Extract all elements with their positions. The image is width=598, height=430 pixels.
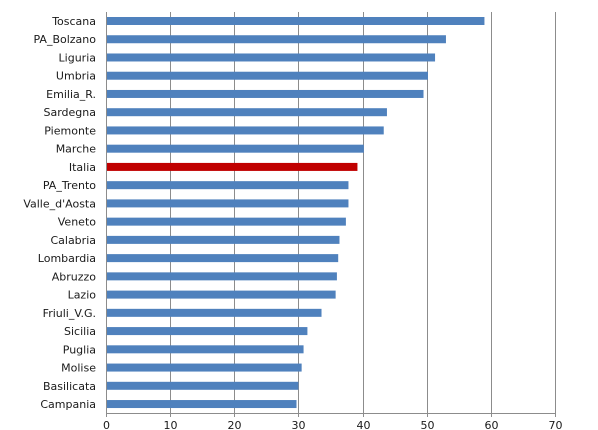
bar-sicilia xyxy=(106,327,308,336)
bar-campania xyxy=(106,400,297,409)
category-label: Marche xyxy=(56,143,97,156)
bar-umbria xyxy=(106,71,428,80)
category-label: Toscana xyxy=(51,15,96,28)
category-label: Calabria xyxy=(50,234,96,247)
category-label: Basilicata xyxy=(43,380,96,393)
bar-basilicata xyxy=(106,381,299,390)
category-label: Friuli_V.G. xyxy=(43,307,96,320)
bar-abruzzo xyxy=(106,272,337,281)
bar-pa-bolzano xyxy=(106,35,446,44)
category-label: PA_Trento xyxy=(43,179,96,192)
bars xyxy=(106,17,485,409)
bar-lombardia xyxy=(106,254,339,263)
x-tick-label: 60 xyxy=(485,419,499,430)
category-label: Veneto xyxy=(58,216,96,229)
bar-molise xyxy=(106,363,302,372)
x-tick-labels: 0 10 20 30 40 50 60 70 xyxy=(103,413,563,430)
bar-italia xyxy=(106,162,358,171)
category-label: PA_Bolzano xyxy=(33,33,96,46)
bar-valle-d-aosta xyxy=(106,199,349,208)
bar-pa-trento xyxy=(106,181,349,190)
x-tick-label: 50 xyxy=(421,419,435,430)
category-label: Molise xyxy=(61,362,96,375)
category-label: Liguria xyxy=(59,51,96,64)
category-label: Abruzzo xyxy=(52,270,97,283)
category-label: Lombardia xyxy=(38,252,96,265)
bar-liguria xyxy=(106,53,436,62)
x-tick-label: 20 xyxy=(228,419,242,430)
category-label: Piemonte xyxy=(44,124,96,137)
category-label: Italia xyxy=(69,161,96,174)
bar-toscana xyxy=(106,17,485,25)
x-tick-label: 40 xyxy=(357,419,371,430)
bar-friuli-v-g- xyxy=(106,308,322,317)
x-tick-label: 10 xyxy=(164,419,178,430)
x-tick-label: 70 xyxy=(549,419,563,430)
category-label: Sardegna xyxy=(44,106,97,119)
category-label: Puglia xyxy=(63,343,96,356)
bar-puglia xyxy=(106,345,304,354)
category-labels: Toscana PA_Bolzano Liguria Umbria Emilia_R. S… xyxy=(23,15,96,411)
bar-lazio xyxy=(106,290,336,299)
category-label: Valle_d'Aosta xyxy=(23,197,96,210)
x-tick-label: 0 xyxy=(103,419,110,430)
category-label: Lazio xyxy=(68,289,97,302)
category-label: Campania xyxy=(40,398,96,411)
bar-emilia-r- xyxy=(106,89,424,98)
bar-piemonte xyxy=(106,126,384,135)
bar-calabria xyxy=(106,235,340,244)
x-tick-label: 30 xyxy=(292,419,306,430)
bar-marche xyxy=(106,144,364,153)
bar-sardegna xyxy=(106,108,387,117)
bar-veneto xyxy=(106,217,346,226)
category-label: Emilia_R. xyxy=(46,88,96,101)
category-label: Umbria xyxy=(56,70,96,83)
category-label: Sicilia xyxy=(64,325,96,338)
